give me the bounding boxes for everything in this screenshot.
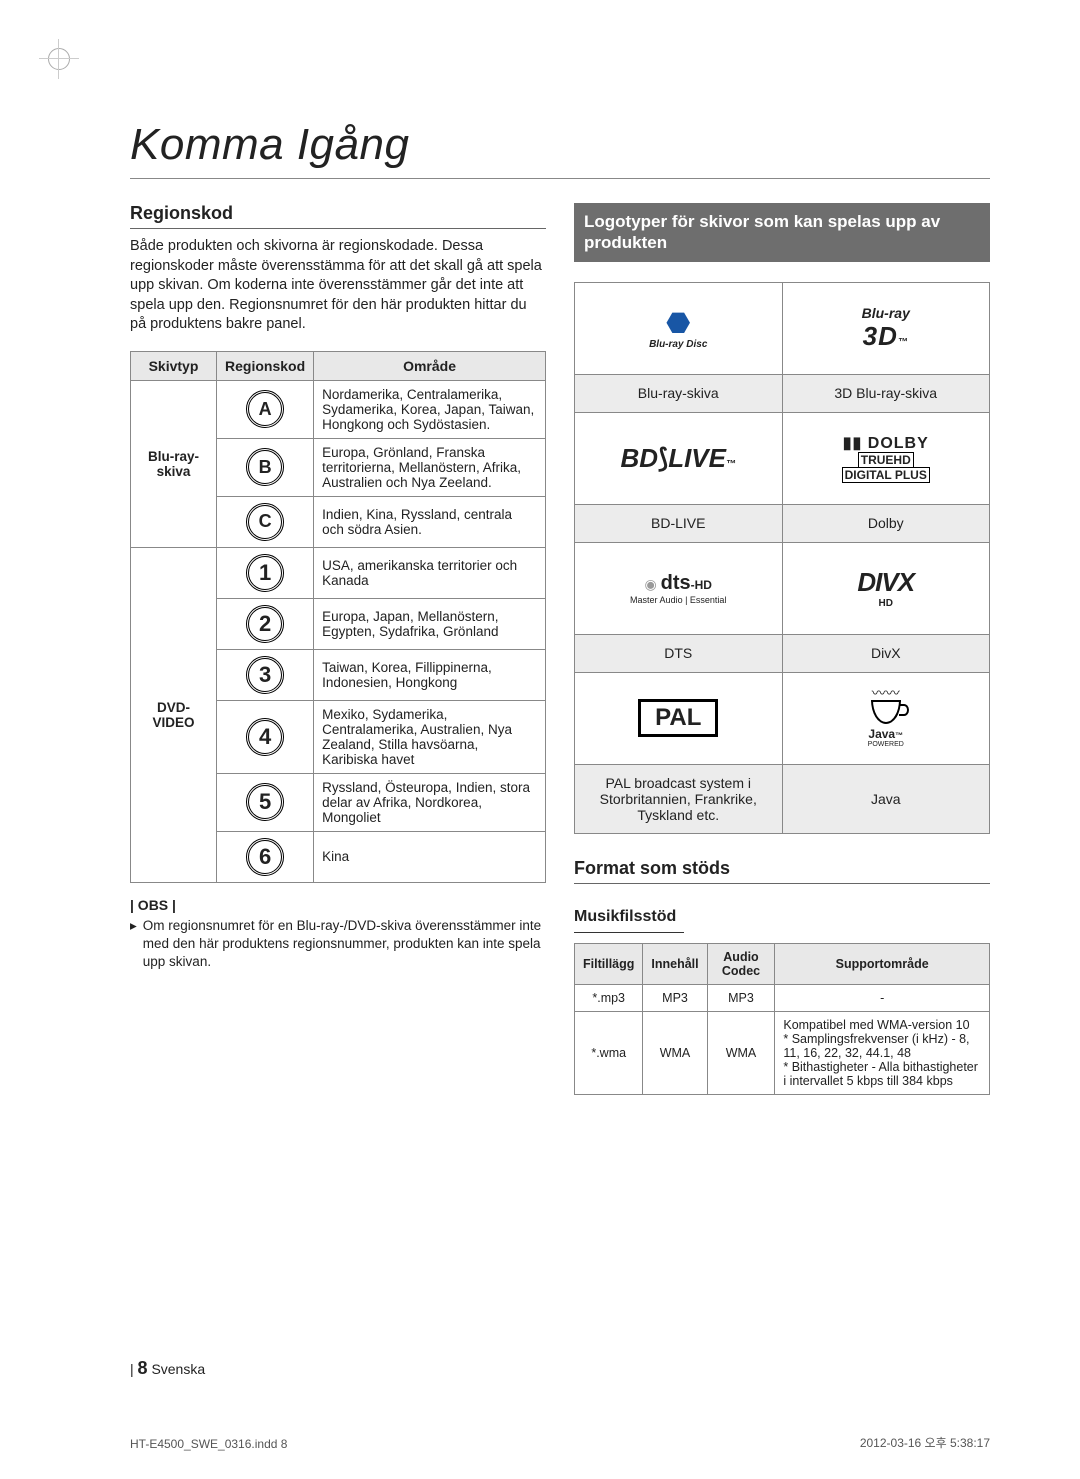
- logos-heading: Logotyper för skivor som kan spelas upp …: [574, 203, 990, 262]
- title-underline: [130, 178, 990, 179]
- music-ext: *.wma: [575, 1011, 643, 1094]
- th-skivtyp: Skivtyp: [131, 351, 217, 380]
- th-omrade: Område: [314, 351, 546, 380]
- region-1-icon: 1: [246, 554, 284, 592]
- music-row: *.mp3 MP3 MP3 -: [575, 984, 990, 1011]
- region-area: Europa, Japan, Mellanöstern, Egypten, Sy…: [314, 598, 546, 649]
- music-row: *.wma WMA WMA Kompatibel med WMA-version…: [575, 1011, 990, 1094]
- footer: | 8 Svenska: [130, 1358, 205, 1379]
- th-range: Supportområde: [775, 943, 990, 984]
- region-code-cell: A: [217, 380, 314, 438]
- page-number: 8: [138, 1358, 148, 1378]
- region-area: Europa, Grönland, Franska territorierna,…: [314, 438, 546, 496]
- region-code-cell: 6: [217, 831, 314, 882]
- region-table: Skivtyp Regionskod Område Blu-ray-skiva …: [130, 351, 546, 883]
- music-content: MP3: [643, 984, 707, 1011]
- print-filename: HT-E4500_SWE_0316.indd 8: [130, 1437, 287, 1451]
- music-table: Filtillägg Innehåll Audio Codec Supporto…: [574, 943, 990, 1095]
- bluray-label: Blu-ray-skiva: [575, 374, 783, 412]
- th-codec: Audio Codec: [707, 943, 775, 984]
- java-logo-icon: 〰〰 Java™ POWERED: [782, 672, 990, 764]
- format-rule: [574, 883, 990, 884]
- region-6-icon: 6: [246, 838, 284, 876]
- th-ext: Filtillägg: [575, 943, 643, 984]
- columns-wrapper: Regionskod Både produkten och skivorna ä…: [130, 203, 990, 1095]
- bluray-logo-icon: ⬣ Blu-ray Disc: [575, 282, 783, 374]
- dts-logo-icon: ◉ dts-HD Master Audio | Essential: [575, 542, 783, 634]
- music-heading: Musikfilsstöd: [574, 908, 990, 926]
- music-codec: WMA: [707, 1011, 775, 1094]
- region-code-cell: C: [217, 496, 314, 547]
- bdlive-logo-icon: BD⟆LIVE™: [575, 412, 783, 504]
- region-code-cell: 5: [217, 773, 314, 831]
- dolby-label: Dolby: [782, 504, 990, 542]
- region-a-icon: A: [246, 390, 284, 428]
- region-code-cell: 3: [217, 649, 314, 700]
- region-area: Indien, Kina, Ryssland, centrala och söd…: [314, 496, 546, 547]
- format-heading: Format som stöds: [574, 858, 990, 879]
- region-code-cell: 1: [217, 547, 314, 598]
- region-code-cell: 4: [217, 700, 314, 773]
- music-ext: *.mp3: [575, 984, 643, 1011]
- pal-label: PAL broadcast system i Storbritannien, F…: [575, 764, 783, 833]
- print-timestamp: 2012-03-16 오후 5:38:17: [860, 1434, 990, 1451]
- region-3-icon: 3: [246, 656, 284, 694]
- th-content: Innehåll: [643, 943, 707, 984]
- region-2-icon: 2: [246, 605, 284, 643]
- region-area: USA, amerikanska territorier och Kanada: [314, 547, 546, 598]
- region-code-cell: 2: [217, 598, 314, 649]
- logo-grid: ⬣ Blu-ray Disc Blu-ray 3D™ Blu-ray-skiva…: [574, 282, 990, 834]
- table-row: Blu-ray-skiva A Nordamerika, Centralamer…: [131, 380, 546, 438]
- right-column: Logotyper för skivor som kan spelas upp …: [574, 203, 990, 1095]
- region-b-icon: B: [246, 448, 284, 486]
- bullet-icon: ▸: [130, 917, 137, 972]
- page-title: Komma Igång: [130, 120, 990, 170]
- java-label: Java: [782, 764, 990, 833]
- pal-logo-icon: PAL: [575, 672, 783, 764]
- left-column: Regionskod Både produkten och skivorna ä…: [130, 203, 546, 1095]
- music-range: -: [775, 984, 990, 1011]
- region-area: Ryssland, Östeuropa, Indien, stora delar…: [314, 773, 546, 831]
- dvd-label: DVD-VIDEO: [131, 547, 217, 882]
- regionskod-paragraph: Både produkten och skivorna är regionsko…: [130, 237, 546, 335]
- bdlive-label: BD-LIVE: [575, 504, 783, 542]
- region-area: Nordamerika, Centralamerika, Sydamerika,…: [314, 380, 546, 438]
- region-area: Kina: [314, 831, 546, 882]
- region-area: Taiwan, Korea, Fillippinerna, Indonesien…: [314, 649, 546, 700]
- music-codec: MP3: [707, 984, 775, 1011]
- divx-label: DivX: [782, 634, 990, 672]
- obs-note: ▸ Om regionsnumret för en Blu-ray-/DVD-s…: [130, 917, 546, 972]
- dolby-logo-icon: ▮▮ DOLBY TRUEHD DIGITAL PLUS: [782, 412, 990, 504]
- music-content: WMA: [643, 1011, 707, 1094]
- divx-logo-icon: DIVX HD: [782, 542, 990, 634]
- obs-label: | OBS |: [130, 897, 546, 913]
- th-regionskod: Regionskod: [217, 351, 314, 380]
- footer-lang: Svenska: [151, 1361, 205, 1377]
- obs-text: Om regionsnumret för en Blu-ray-/DVD-ski…: [143, 917, 546, 972]
- regionskod-heading: Regionskod: [130, 203, 546, 224]
- region-code-cell: B: [217, 438, 314, 496]
- bluray-label: Blu-ray-skiva: [131, 380, 217, 547]
- bluray3d-logo-icon: Blu-ray 3D™: [782, 282, 990, 374]
- regionskod-rule: [130, 228, 546, 229]
- bluray3d-label: 3D Blu-ray-skiva: [782, 374, 990, 412]
- table-row: DVD-VIDEO 1 USA, amerikanska territorier…: [131, 547, 546, 598]
- region-c-icon: C: [246, 503, 284, 541]
- region-4-icon: 4: [246, 718, 284, 756]
- page-container: Komma Igång Regionskod Både produkten oc…: [0, 0, 1080, 1479]
- region-area: Mexiko, Sydamerika, Centralamerika, Aust…: [314, 700, 546, 773]
- music-rule: [574, 932, 684, 933]
- dts-label: DTS: [575, 634, 783, 672]
- music-range: Kompatibel med WMA-version 10 * Sampling…: [775, 1011, 990, 1094]
- region-5-icon: 5: [246, 783, 284, 821]
